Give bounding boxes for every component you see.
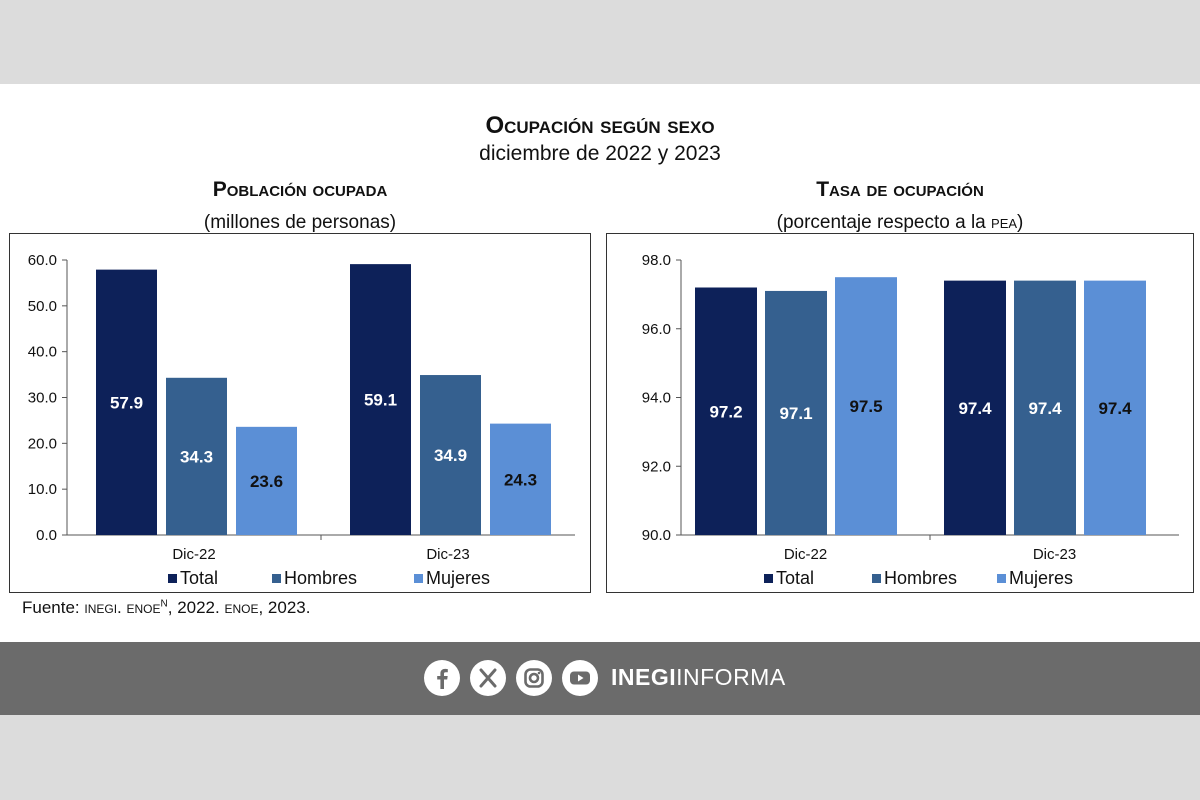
chart-title-right: Tasa de ocupación (816, 178, 984, 201)
chart-poblacion-ocupada: 0.0 10.0 20.0 30.0 40.0 50.0 60.0 57.9 34.3 23.6 D… (28, 252, 575, 588)
y-tick-label: 98.0 (642, 252, 671, 269)
source-org2: enoe (224, 598, 259, 617)
data-label: 24.3 (504, 470, 537, 489)
chart-subtitle-right-pre: (porcentaje respecto a la (776, 212, 992, 233)
x-tick-label: Dic-23 (426, 546, 469, 563)
data-label: 34.3 (180, 447, 213, 466)
data-label: 97.4 (1098, 399, 1132, 418)
y-tick-label: 0.0 (36, 527, 57, 544)
brand-name: INEGIINFORMA (611, 664, 786, 691)
legend-label-mujeres: Mujeres (1009, 568, 1073, 588)
chart-panel-tasa: 90.0 92.0 94.0 96.0 98.0 97.2 97.1 97.5 Dic-22 97… (606, 233, 1194, 593)
data-label: 97.5 (849, 397, 882, 416)
facebook-icon[interactable] (424, 660, 460, 696)
legend-label-hombres: Hombres (884, 568, 957, 588)
page-title: Ocupación según sexo (485, 112, 715, 139)
legend-swatch-total (764, 574, 773, 583)
data-label: 57.9 (110, 393, 143, 412)
data-label: 97.1 (779, 404, 812, 423)
brand-bold: INEGI (611, 664, 677, 690)
y-tick-label: 20.0 (28, 435, 57, 452)
chart-title-left: Población ocupada (212, 178, 388, 201)
source-org: inegi. enoe (84, 598, 161, 617)
legend-label-total: Total (776, 568, 814, 588)
y-tick-label: 30.0 (28, 390, 57, 407)
legend-label-hombres: Hombres (284, 568, 357, 588)
footer-bar (0, 642, 1200, 715)
y-tick-label: 40.0 (28, 344, 57, 361)
x-tick-label: Dic-23 (1033, 546, 1076, 563)
bottom-margin (0, 715, 1200, 800)
chart-subtitle-right-post: ) (1017, 212, 1024, 233)
data-label: 59.1 (364, 391, 397, 410)
bar-mujeres-dic-23 (1084, 280, 1146, 535)
bar-mujeres-dic-22 (835, 277, 897, 535)
bar-hombres-dic-23 (420, 375, 481, 535)
bar-hombres-dic-23 (1014, 280, 1076, 535)
y-tick-label: 50.0 (28, 298, 57, 315)
chart-subtitle-right-sc: pea (991, 212, 1018, 233)
chart-tasa-ocupacion: 90.0 92.0 94.0 96.0 98.0 97.2 97.1 97.5 Dic-22 97… (642, 252, 1179, 588)
x-icon[interactable] (470, 660, 506, 696)
bar-mujeres-dic-23 (490, 423, 551, 535)
y-tick-label: 10.0 (28, 481, 57, 498)
legend-label-total: Total (180, 568, 218, 588)
legend-swatch-mujeres (414, 574, 423, 583)
bar-total-dic-23 (944, 280, 1006, 535)
data-label: 23.6 (250, 472, 283, 491)
page-subtitle: diciembre de 2022 y 2023 (479, 142, 721, 165)
y-tick-label: 60.0 (28, 252, 57, 269)
chart-subtitle-right: (porcentaje respecto a la pea) (606, 212, 1194, 234)
chart-panel-poblacion: 0.0 10.0 20.0 30.0 40.0 50.0 60.0 57.9 34.3 23.6 D… (9, 233, 591, 593)
source-rest2: , 2023. (258, 598, 311, 617)
youtube-icon[interactable] (562, 660, 598, 696)
legend-swatch-mujeres (997, 574, 1006, 583)
data-label: 97.4 (958, 399, 992, 418)
source-prefix: Fuente: (22, 598, 85, 617)
bar-mujeres-dic-22 (236, 426, 297, 535)
y-tick-label: 92.0 (642, 458, 671, 475)
legend-swatch-hombres (272, 574, 281, 583)
legend-label-mujeres: Mujeres (426, 568, 490, 588)
bar-hombres-dic-22 (765, 290, 827, 535)
brand-rest: INFORMA (676, 664, 786, 690)
legend-swatch-total (168, 574, 177, 583)
x-tick-label: Dic-22 (784, 546, 827, 563)
source-rest: , 2022. (167, 598, 225, 617)
instagram-icon[interactable] (516, 660, 552, 696)
y-tick-label: 90.0 (642, 527, 671, 544)
y-tick-label: 94.0 (642, 390, 671, 407)
source-note: Fuente: inegi. enoeN, 2022. enoe, 2023. (22, 598, 310, 618)
source-sup: N (160, 598, 168, 610)
top-margin (0, 0, 1200, 84)
bar-total-dic-22 (695, 287, 757, 535)
data-label: 34.9 (434, 446, 467, 465)
bar-total-dic-22 (96, 269, 157, 535)
bar-hombres-dic-22 (166, 377, 227, 535)
data-label: 97.2 (709, 402, 742, 421)
x-tick-label: Dic-22 (172, 546, 215, 563)
chart-subtitle-left: (millones de personas) (203, 212, 397, 233)
y-tick-label: 96.0 (642, 321, 671, 338)
bar-total-dic-23 (350, 264, 411, 535)
data-label: 97.4 (1028, 399, 1062, 418)
legend-swatch-hombres (872, 574, 881, 583)
